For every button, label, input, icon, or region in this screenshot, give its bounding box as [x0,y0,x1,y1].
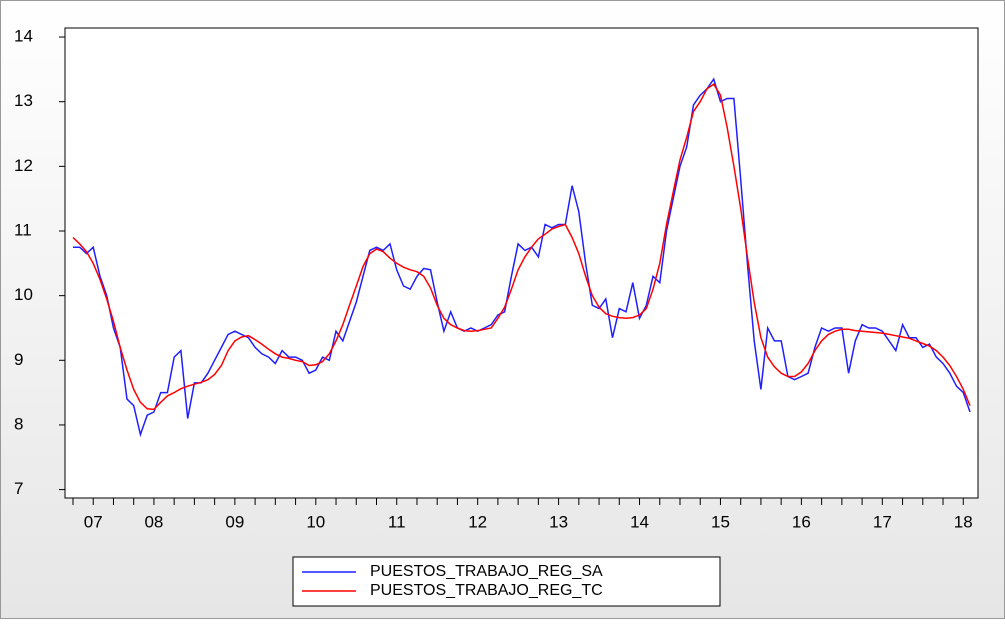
x-tick-label: 15 [711,512,730,531]
y-tick-label: 13 [14,91,33,110]
legend-label: PUESTOS_TRABAJO_REG_TC [370,582,603,599]
x-tick-label: 11 [388,512,406,531]
y-tick-label: 9 [14,350,23,369]
y-tick-label: 11 [14,220,32,239]
x-tick-label: 13 [549,512,568,531]
x-tick-label: 17 [873,512,892,531]
y-tick-label: 14 [14,27,33,46]
x-tick-label: 16 [792,512,811,531]
legend-label: PUESTOS_TRABAJO_REG_SA [370,563,603,580]
y-tick-label: 8 [14,414,23,433]
x-tick-label: 09 [225,512,244,531]
series-line [72,83,971,411]
x-tick-label: 12 [468,512,487,531]
y-tick-label: 7 [14,479,23,498]
legend [292,556,721,607]
y-tick-label: 12 [14,156,33,175]
y-tick-label: 10 [14,285,33,304]
x-tick-label: 08 [144,512,163,531]
x-tick-label: 07 [84,512,103,531]
series-line [73,77,971,438]
x-tick-label: 10 [306,512,325,531]
x-tick-label: 14 [630,512,649,531]
x-tick-label: 18 [954,512,973,531]
